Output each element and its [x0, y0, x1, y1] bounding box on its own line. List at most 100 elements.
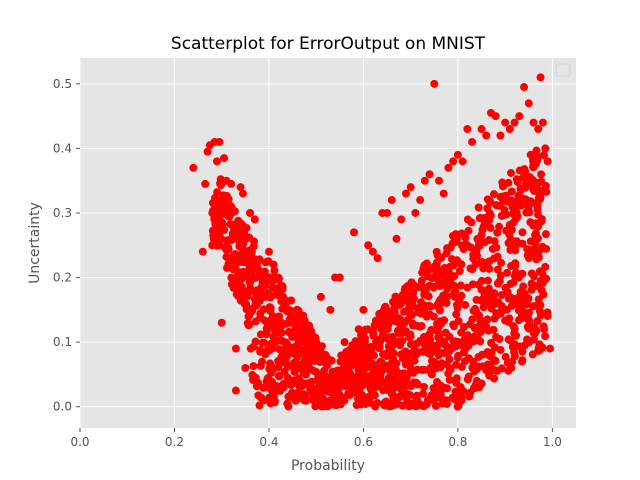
data-point [441, 396, 450, 405]
data-point [440, 264, 449, 273]
data-point [252, 382, 261, 391]
data-point [382, 333, 391, 342]
data-point [451, 237, 460, 246]
data-point [227, 179, 236, 188]
data-point [493, 265, 502, 274]
data-point [497, 291, 506, 300]
data-point [367, 371, 376, 380]
data-point [445, 364, 454, 373]
data-point [479, 264, 488, 273]
data-point [401, 284, 410, 293]
data-point [259, 305, 268, 314]
y-tick-label: 0.1 [53, 335, 72, 349]
chart-title: Scatterplot for ErrorOutput on MNIST [171, 34, 486, 54]
data-point [445, 355, 454, 364]
data-point [397, 215, 406, 224]
data-point [526, 218, 535, 227]
data-point [340, 370, 349, 379]
data-point [422, 265, 431, 274]
data-point [528, 350, 537, 359]
data-point [357, 378, 366, 387]
data-point [439, 291, 448, 300]
data-point [406, 332, 415, 341]
data-point [399, 372, 408, 381]
data-point [261, 258, 270, 267]
data-point [485, 257, 494, 266]
data-point [524, 315, 533, 324]
data-point [507, 261, 516, 270]
data-point [406, 340, 415, 349]
data-point [225, 212, 234, 221]
data-point [466, 320, 475, 329]
data-point [413, 348, 422, 357]
data-point [529, 335, 538, 344]
data-point [258, 338, 267, 347]
data-point [364, 241, 373, 250]
data-point [428, 274, 437, 283]
y-tick-label: 0.3 [53, 206, 72, 220]
data-point [388, 382, 397, 391]
data-point [408, 299, 417, 308]
data-point [510, 352, 519, 361]
data-point [246, 276, 255, 285]
data-point [443, 284, 452, 293]
data-point [511, 246, 520, 255]
data-point [493, 252, 502, 261]
data-point [451, 230, 460, 239]
data-point [520, 83, 529, 92]
data-point [422, 259, 431, 268]
data-point [478, 225, 487, 234]
data-point [282, 338, 291, 347]
data-point [449, 322, 458, 331]
data-point [376, 357, 385, 366]
data-point [505, 125, 514, 134]
y-tick-label: 0.0 [53, 400, 72, 414]
data-point [425, 170, 434, 179]
data-point [239, 221, 248, 230]
data-point [208, 198, 217, 207]
data-point [482, 366, 491, 375]
data-point [380, 401, 389, 410]
data-point [524, 205, 533, 214]
data-point [390, 398, 399, 407]
data-point [520, 341, 529, 350]
data-point [395, 383, 404, 392]
data-point [452, 310, 461, 319]
data-point [268, 312, 277, 321]
data-point [437, 359, 446, 368]
data-point [419, 389, 428, 398]
data-point [435, 306, 444, 315]
data-point [434, 381, 443, 390]
data-point [297, 363, 306, 372]
x-axis-label: Probability [291, 458, 365, 474]
data-point [416, 196, 425, 205]
data-point [245, 233, 254, 242]
data-point [272, 385, 281, 394]
data-point [263, 374, 272, 383]
data-point [518, 239, 527, 248]
data-point [497, 364, 506, 373]
data-point [477, 379, 486, 388]
data-point [511, 215, 520, 224]
data-point [495, 335, 504, 344]
data-point [402, 393, 411, 402]
data-point [468, 280, 477, 289]
data-point [435, 348, 444, 357]
x-tick-label: 1.0 [543, 435, 562, 449]
data-point [295, 383, 304, 392]
data-point [533, 281, 542, 290]
data-point [360, 337, 369, 346]
plot-area [80, 58, 576, 428]
data-point [420, 176, 429, 185]
data-point [423, 339, 432, 348]
data-point [345, 354, 354, 363]
data-point [454, 386, 463, 395]
data-point [379, 314, 388, 323]
data-point [241, 363, 250, 372]
x-tick-label: 0.2 [165, 435, 184, 449]
data-point [512, 175, 521, 184]
data-point [266, 303, 275, 312]
data-point [363, 351, 372, 360]
data-point [496, 131, 505, 140]
data-point [290, 376, 299, 385]
